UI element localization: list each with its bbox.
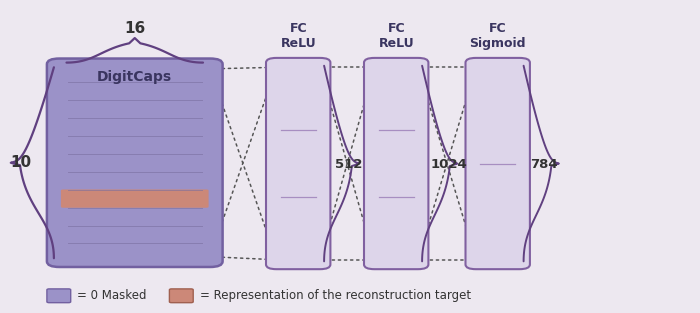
Text: 10: 10 bbox=[10, 155, 32, 170]
FancyBboxPatch shape bbox=[364, 58, 428, 269]
Text: = Representation of the reconstruction target: = Representation of the reconstruction t… bbox=[199, 289, 470, 302]
Text: 512: 512 bbox=[335, 158, 362, 171]
FancyBboxPatch shape bbox=[47, 289, 71, 303]
FancyBboxPatch shape bbox=[169, 289, 193, 303]
Text: FC
ReLU: FC ReLU bbox=[281, 22, 316, 50]
Text: 16: 16 bbox=[124, 21, 146, 36]
Text: 1024: 1024 bbox=[430, 158, 468, 171]
Text: = 0 Masked: = 0 Masked bbox=[77, 289, 146, 302]
FancyBboxPatch shape bbox=[47, 59, 223, 267]
Text: DigitCaps: DigitCaps bbox=[97, 70, 172, 84]
FancyBboxPatch shape bbox=[266, 58, 330, 269]
Text: 784: 784 bbox=[531, 158, 558, 171]
Text: FC
Sigmoid: FC Sigmoid bbox=[470, 22, 526, 50]
FancyBboxPatch shape bbox=[61, 189, 209, 208]
Text: FC
ReLU: FC ReLU bbox=[379, 22, 414, 50]
FancyBboxPatch shape bbox=[466, 58, 530, 269]
